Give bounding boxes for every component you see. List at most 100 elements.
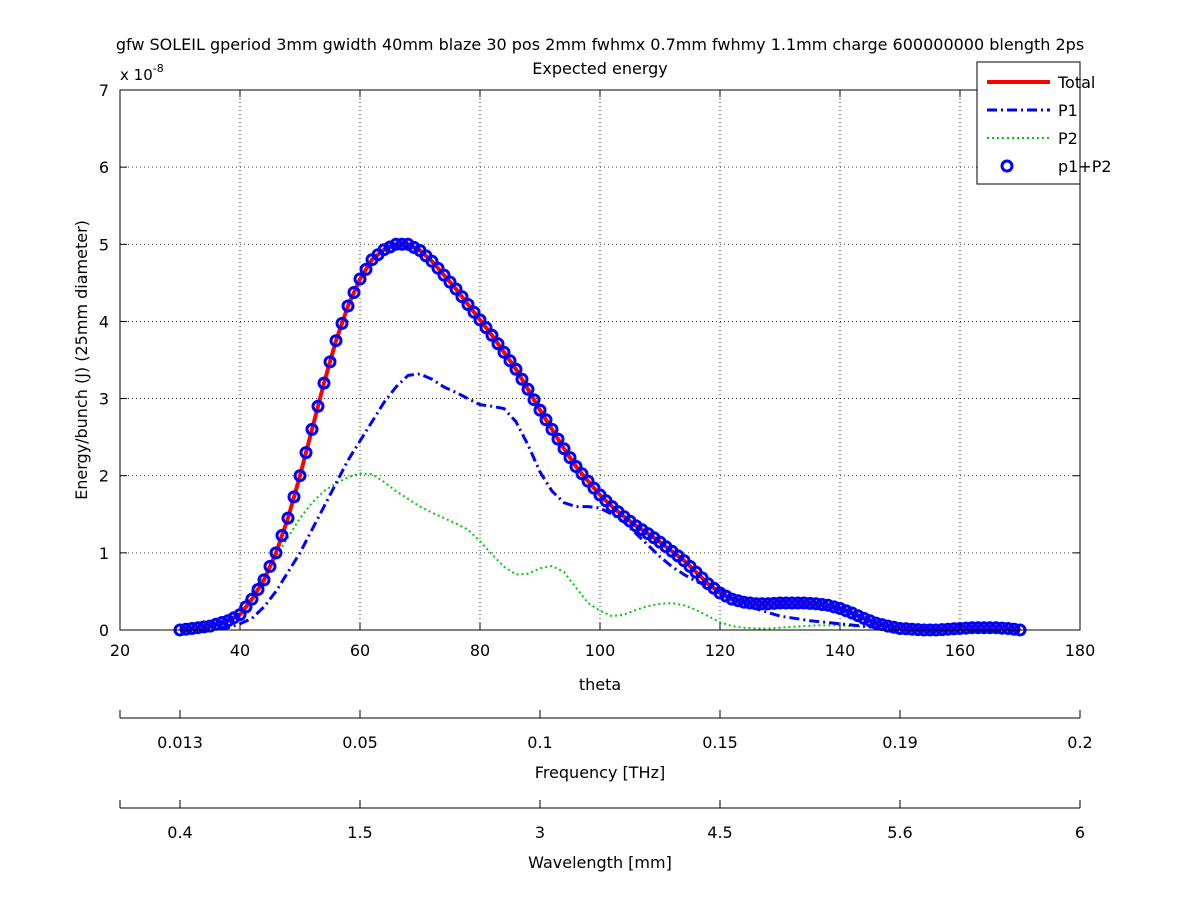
series-marker-p1p2 [485,328,499,342]
series-marker-p1p2 [317,376,331,390]
series-marker-p1p2 [791,596,805,610]
series-marker-p1p2 [467,305,481,319]
series-marker-p1p2 [215,616,229,629]
series-marker-p1p2 [527,393,541,407]
series-marker-p1p2 [743,596,757,610]
series-line-p2 [179,472,1020,631]
series-marker-p1p2 [191,621,205,635]
y-exponent-base: x 10 [120,66,153,84]
series-marker-p1p2 [989,621,1003,635]
y-tick-label: 4 [99,312,109,331]
secondary-axis-tick-label: 0.19 [882,733,918,752]
series-marker-p1p2 [833,601,847,615]
series-marker-p1p2 [509,362,523,376]
secondary-axis-tick-label: 0.4 [167,823,192,842]
series-marker-p1p2 [287,490,301,504]
series-marker-p1p2 [305,422,319,436]
series-marker-p1p2 [239,600,253,614]
chart-title: gfw SOLEIL gperiod 3mm gwidth 40mm blaze… [116,35,1084,54]
series-marker-p1p2 [905,622,919,636]
series-marker-p1p2 [395,237,409,251]
x-tick-label: 100 [585,641,616,660]
secondary-axis-tick-label: 0.2 [1067,733,1092,752]
chart-subtitle: Expected energy [532,59,667,78]
y-tick-label: 2 [99,467,109,486]
series-marker-p1p2 [1007,622,1021,636]
series-marker-p1p2 [773,596,787,610]
legend-label: P2 [1058,129,1078,148]
series-marker-p1p2 [521,382,535,396]
series-marker-p1p2 [203,619,217,633]
axis-ticks: 20 40 60 80 100 120 140 160 180 0 1 2 3 4 5 6 7 [99,81,1095,660]
series-marker-p1p2 [749,597,763,611]
series-marker-p1p2 [479,321,493,335]
series-marker-p1p2 [347,286,361,299]
series-marker-p1p2 [797,596,811,610]
secondary-axis-tick-label: 0.05 [342,733,378,752]
series-marker-p1p2 [323,355,337,369]
series-marker-p1p2 [269,546,283,560]
series-marker-p1p2 [497,345,511,359]
series-marker-p1p2 [257,573,271,587]
legend-label: p1+P2 [1058,157,1112,176]
series-marker-p1p2 [281,511,295,525]
secondary-axis-tick-label: 4.5 [707,823,732,842]
series-marker-p1p2 [881,619,895,633]
plot-area: 20 40 60 80 100 120 140 160 180 0 1 2 3 4 5 6 7 [99,81,1095,660]
series-marker-p1p2 [857,611,871,625]
secondary-axis-tick-label: 3 [535,823,545,842]
legend-items: Total P1 P2 p1+P2 [987,73,1112,176]
series-marker-p1p2 [251,583,265,596]
series-marker-p1p2 [455,290,469,304]
secondary-axis-tick-label: 6 [1075,823,1085,842]
series-marker-p1p2 [299,446,313,460]
series-marker-p1p2 [755,597,769,611]
x-tick-label: 140 [825,641,856,660]
series-marker-p1p2 [899,622,913,636]
series-marker-p1p2 [725,592,739,606]
series-marker-p1p2 [863,614,877,628]
x-tick-label: 20 [110,641,130,660]
series-marker-p1p2 [941,622,955,636]
series-marker-p1p2 [959,621,973,635]
series-marker-p1p2 [185,622,199,635]
y-tick-label: 7 [99,81,109,100]
secondary-axis-tick-label: 0.1 [527,733,552,752]
series-marker-p1p2 [887,620,901,634]
series-marker-p1p2 [563,451,577,465]
legend-label: P1 [1058,101,1078,120]
secondary-axis-tick-label: 1.5 [347,823,372,842]
x-tick-label: 60 [350,641,370,660]
series-marker-p1p2 [779,596,793,610]
series-marker-p1p2 [473,313,487,327]
series-marker-p1p2 [557,442,571,456]
series-marker-p1p2 [551,432,565,446]
series-layer [173,237,1027,637]
series-marker-p1p2 [539,413,553,427]
series-marker-p1p2 [179,622,193,636]
series-marker-p1p2 [449,282,463,296]
legend-label: Total [1057,73,1095,92]
series-marker-p1p2 [839,604,853,618]
series-marker-p1p2 [311,399,325,413]
y-tick-label: 5 [99,235,109,254]
series-marker-p1p2 [827,600,841,614]
series-marker-p1p2 [815,598,829,611]
x-tick-label: 40 [230,641,250,660]
series-marker-p1p2 [341,299,355,313]
series-marker-p1p2 [803,596,817,610]
series-marker-p1p2 [359,262,373,276]
series-marker-p1p2 [491,337,505,351]
series-marker-p1p2 [275,529,289,542]
secondary-axis-label: Wavelength [mm] [528,853,672,872]
y-tick-label: 6 [99,158,109,177]
series-marker-p1p2 [533,403,547,417]
series-marker-p1p2 [731,594,745,608]
series-marker-p1p2 [893,622,907,635]
series-marker-p1p2 [1001,622,1015,635]
secondary-axes: 0.013 0.05 0.1 0.15 0.19 0.2 Frequency [THz] 0.… [119,710,1093,872]
series-marker-p1p2 [737,595,751,609]
series-marker-p1p2 [335,316,349,330]
series-marker-p1p2 [263,559,277,573]
